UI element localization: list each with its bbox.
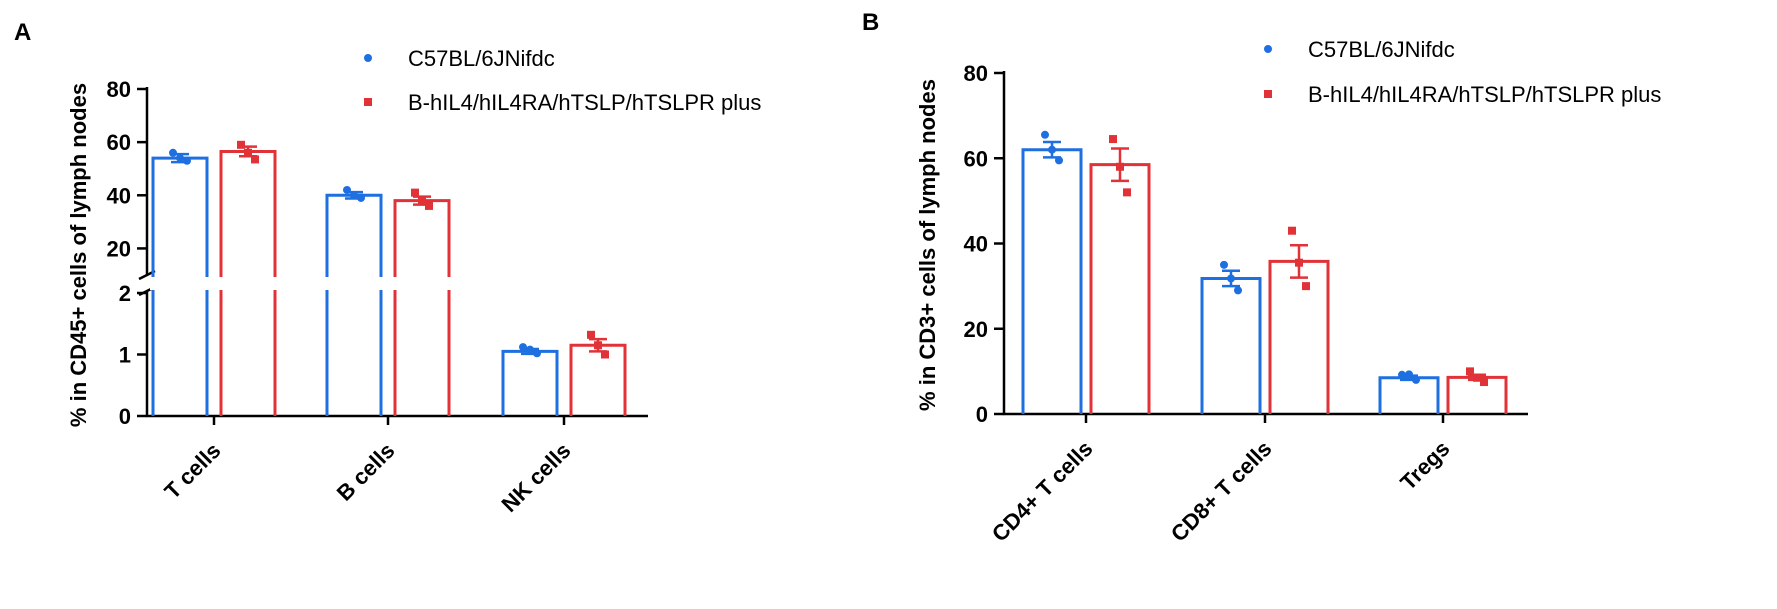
bar-b-tregs-wt [1378, 370, 1440, 414]
y-ticks-b: 0 20 40 60 80 [964, 61, 1004, 427]
bar-a-b-cells-hu [393, 188, 451, 416]
point-a-b-cells-hu-0 [418, 196, 426, 205]
point-a-nk-cells-wt-0 [526, 345, 534, 354]
bar-b-cd8-t-cells-hu [1268, 226, 1330, 414]
bar-a-b-cells-wt [325, 185, 383, 416]
point-b-cd8-t-cells-hu-2 [1302, 282, 1310, 291]
point-b-tregs-wt-2 [1412, 375, 1420, 384]
point-a-t-cells-hu-0 [244, 148, 252, 157]
bars-a [150, 140, 640, 416]
bars-b [1021, 130, 1508, 414]
bar-outline-a-nk-cells-hu [569, 343, 627, 416]
point-a-nk-cells-hu-1 [587, 330, 595, 339]
bar-b-cd4-t-cells-hu [1089, 135, 1151, 414]
point-b-cd4-t-cells-wt-2 [1055, 156, 1063, 165]
y-tick-label-a-80: 80 [107, 77, 131, 102]
legend-b-series1-label: C57BL/6JNifdc [1308, 37, 1455, 62]
point-b-tregs-hu-0 [1473, 373, 1481, 382]
point-b-tregs-hu-2 [1480, 378, 1488, 387]
point-a-t-cells-hu-2 [251, 155, 259, 164]
y-tick-label-a-20: 20 [107, 236, 131, 261]
y-ticks-a: 0 1 2 20 40 60 80 [107, 77, 147, 429]
x-label-a-b-cells: B cells [332, 438, 400, 506]
point-b-cd8-t-cells-hu-0 [1295, 258, 1303, 267]
x-label-a-nk-cells: NK cells [496, 438, 575, 517]
y-axis-title-b: % in CD3+ cells of lymph nodes [915, 79, 940, 411]
x-labels-b: CD4+ T cells CD8+ T cells Tregs [987, 414, 1455, 546]
point-a-b-cells-wt-1 [343, 185, 351, 194]
point-b-cd8-t-cells-wt-1 [1220, 260, 1228, 269]
x-label-b-cd8-t-cells: CD8+ T cells [1166, 436, 1277, 547]
legend-a-marker-square [364, 98, 372, 106]
point-b-cd8-t-cells-wt-0 [1227, 274, 1235, 283]
point-a-nk-cells-wt-2 [533, 349, 541, 358]
bar-b-cd4-t-cells-wt [1021, 130, 1083, 414]
legend-a-marker-circle [364, 54, 372, 62]
panel-letter-b: B [862, 9, 879, 36]
bar-outline-b-tregs-wt [1378, 376, 1440, 414]
point-a-b-cells-hu-1 [411, 188, 419, 197]
bar-outline-b-cd8-t-cells-wt [1200, 276, 1262, 414]
y-tick-label-b-0: 0 [976, 402, 988, 427]
point-a-b-cells-wt-2 [357, 193, 365, 202]
legend-a: C57BL/6JNifdc B-hIL4/hIL4RA/hTSLP/hTSLPR… [364, 46, 761, 115]
point-a-b-cells-hu-2 [425, 201, 433, 210]
point-b-cd4-t-cells-wt-1 [1041, 130, 1049, 139]
bar-b-cd8-t-cells-wt [1200, 260, 1262, 414]
point-a-b-cells-wt-0 [350, 191, 358, 200]
y-tick-label-b-20: 20 [964, 317, 988, 342]
y-tick-label-a-2: 2 [119, 281, 131, 306]
panel-letter-a: A [14, 19, 31, 46]
bar-outline-a-nk-cells-wt [501, 349, 559, 416]
legend-b-series2-label: B-hIL4/hIL4RA/hTSLP/hTSLPR plus [1308, 82, 1661, 107]
legend-b-marker-circle [1264, 45, 1272, 53]
bar-a-nk-cells-hu [569, 330, 627, 416]
legend-a-series1-label: C57BL/6JNifdc [408, 46, 555, 71]
y-tick-label-a-1: 1 [119, 343, 131, 368]
x-label-a-t-cells: T cells [159, 438, 225, 504]
point-b-cd8-t-cells-wt-2 [1234, 286, 1242, 295]
y-tick-label-b-40: 40 [964, 232, 988, 257]
y-tick-label-a-60: 60 [107, 130, 131, 155]
axis-break-gap-a [150, 277, 640, 290]
x-label-b-cd4-t-cells: CD4+ T cells [987, 436, 1098, 547]
point-b-cd4-t-cells-hu-1 [1109, 135, 1117, 144]
y-tick-label-a-40: 40 [107, 183, 131, 208]
bar-outline-b-cd4-t-cells-wt [1021, 148, 1083, 414]
point-a-t-cells-hu-1 [237, 140, 245, 149]
point-a-t-cells-wt-2 [183, 156, 191, 165]
bar-outline-a-b-cells-hu [393, 199, 451, 416]
point-a-nk-cells-hu-2 [601, 350, 609, 359]
y-axis-title-a: % in CD45+ cells of lymph nodes [66, 83, 91, 427]
point-b-tregs-hu-1 [1466, 367, 1474, 376]
point-b-cd4-t-cells-wt-0 [1048, 145, 1056, 154]
legend-a-series2-label: B-hIL4/hIL4RA/hTSLP/hTSLPR plus [408, 90, 761, 115]
legend-b-marker-square [1264, 90, 1272, 98]
point-a-t-cells-wt-0 [176, 154, 184, 163]
bar-outline-b-cd4-t-cells-hu [1089, 163, 1151, 414]
y-tick-label-a-0: 0 [119, 404, 131, 429]
point-a-nk-cells-hu-0 [594, 341, 602, 350]
point-b-tregs-wt-0 [1405, 370, 1413, 379]
x-label-b-tregs: Tregs [1395, 436, 1454, 495]
y-tick-label-b-80: 80 [964, 61, 988, 86]
point-b-tregs-wt-1 [1398, 370, 1406, 379]
bar-outline-b-tregs-hu [1446, 375, 1508, 414]
point-b-cd4-t-cells-hu-0 [1116, 162, 1124, 171]
point-a-t-cells-wt-1 [169, 148, 177, 157]
bar-outline-b-cd8-t-cells-hu [1268, 259, 1330, 414]
point-b-cd4-t-cells-hu-2 [1123, 188, 1131, 197]
bar-a-nk-cells-wt [501, 343, 559, 416]
bar-b-tregs-hu [1446, 367, 1508, 414]
point-a-nk-cells-wt-1 [519, 343, 527, 352]
bar-outline-a-b-cells-wt [325, 193, 383, 416]
point-b-cd8-t-cells-hu-1 [1288, 226, 1296, 235]
y-tick-label-b-60: 60 [964, 146, 988, 171]
x-labels-a: T cells B cells NK cells [159, 416, 576, 517]
legend-b: C57BL/6JNifdc B-hIL4/hIL4RA/hTSLP/hTSLPR… [1264, 37, 1661, 107]
